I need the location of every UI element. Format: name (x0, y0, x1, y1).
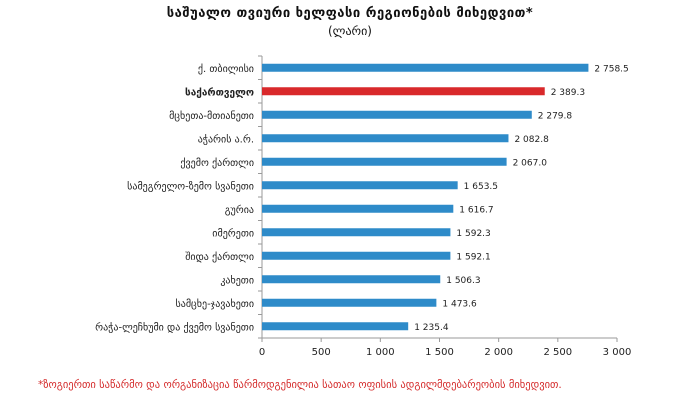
category-label: მცხეთა-მთიანეთი (169, 110, 254, 122)
value-label: 2 389.3 (551, 88, 585, 98)
bar (262, 275, 441, 284)
category-label: შიდა ქართლი (185, 251, 254, 263)
category-label: ქვემო ქართლი (180, 157, 254, 169)
value-label: 1 473.6 (442, 299, 477, 309)
value-label: 2 758.5 (594, 64, 628, 74)
category-label: სამცხე-ჯავახეთი (176, 298, 254, 310)
value-label: 1 653.5 (464, 182, 498, 192)
bar (262, 322, 409, 331)
bar (262, 298, 437, 307)
x-tick-label: 2 500 (544, 347, 573, 358)
bar (262, 87, 545, 96)
value-label: 1 592.3 (456, 229, 490, 239)
bar (262, 63, 589, 72)
bar (262, 204, 454, 213)
category-label: სამეგრელო-ზემო სვანეთი (127, 180, 254, 192)
x-tick-label: 1 500 (425, 347, 454, 358)
bar (262, 134, 509, 143)
category-label: გურია (225, 204, 254, 216)
bar (262, 228, 451, 237)
category-label: საქართველო (185, 86, 254, 98)
bar (262, 181, 458, 190)
footnote: *ზოგიერთი საწარმო და ორგანიზაცია წარმოდგ… (38, 379, 562, 391)
x-tick-label: 1 000 (366, 347, 395, 358)
bar (262, 110, 532, 119)
value-label: 2 279.8 (538, 111, 573, 121)
value-label: 1 616.7 (459, 205, 493, 215)
value-label: 2 082.8 (514, 135, 549, 145)
value-label: 1 506.3 (446, 276, 480, 286)
chart-subtitle: (ლარი) (328, 24, 372, 38)
category-label: რაჭა-ლეჩხუმი და ქვემო სვანეთი (95, 321, 254, 333)
x-tick-label: 0 (259, 347, 265, 358)
bar (262, 157, 507, 166)
x-tick-label: 2 000 (484, 347, 513, 358)
value-label: 1 235.4 (414, 323, 449, 333)
bar (262, 251, 451, 260)
chart-title: საშუალო თვიური ხელფასი რეგიონების მიხედვ… (166, 6, 534, 21)
category-label: აჭარის ა.რ. (198, 133, 254, 145)
category-label: იმერეთი (212, 227, 254, 239)
category-label: ქ. თბილისი (198, 63, 254, 75)
x-tick-label: 3 000 (603, 347, 632, 358)
x-tick-label: 500 (312, 347, 331, 358)
value-label: 1 592.1 (456, 252, 490, 262)
category-label: კახეთი (220, 274, 254, 286)
value-label: 2 067.0 (513, 158, 548, 168)
